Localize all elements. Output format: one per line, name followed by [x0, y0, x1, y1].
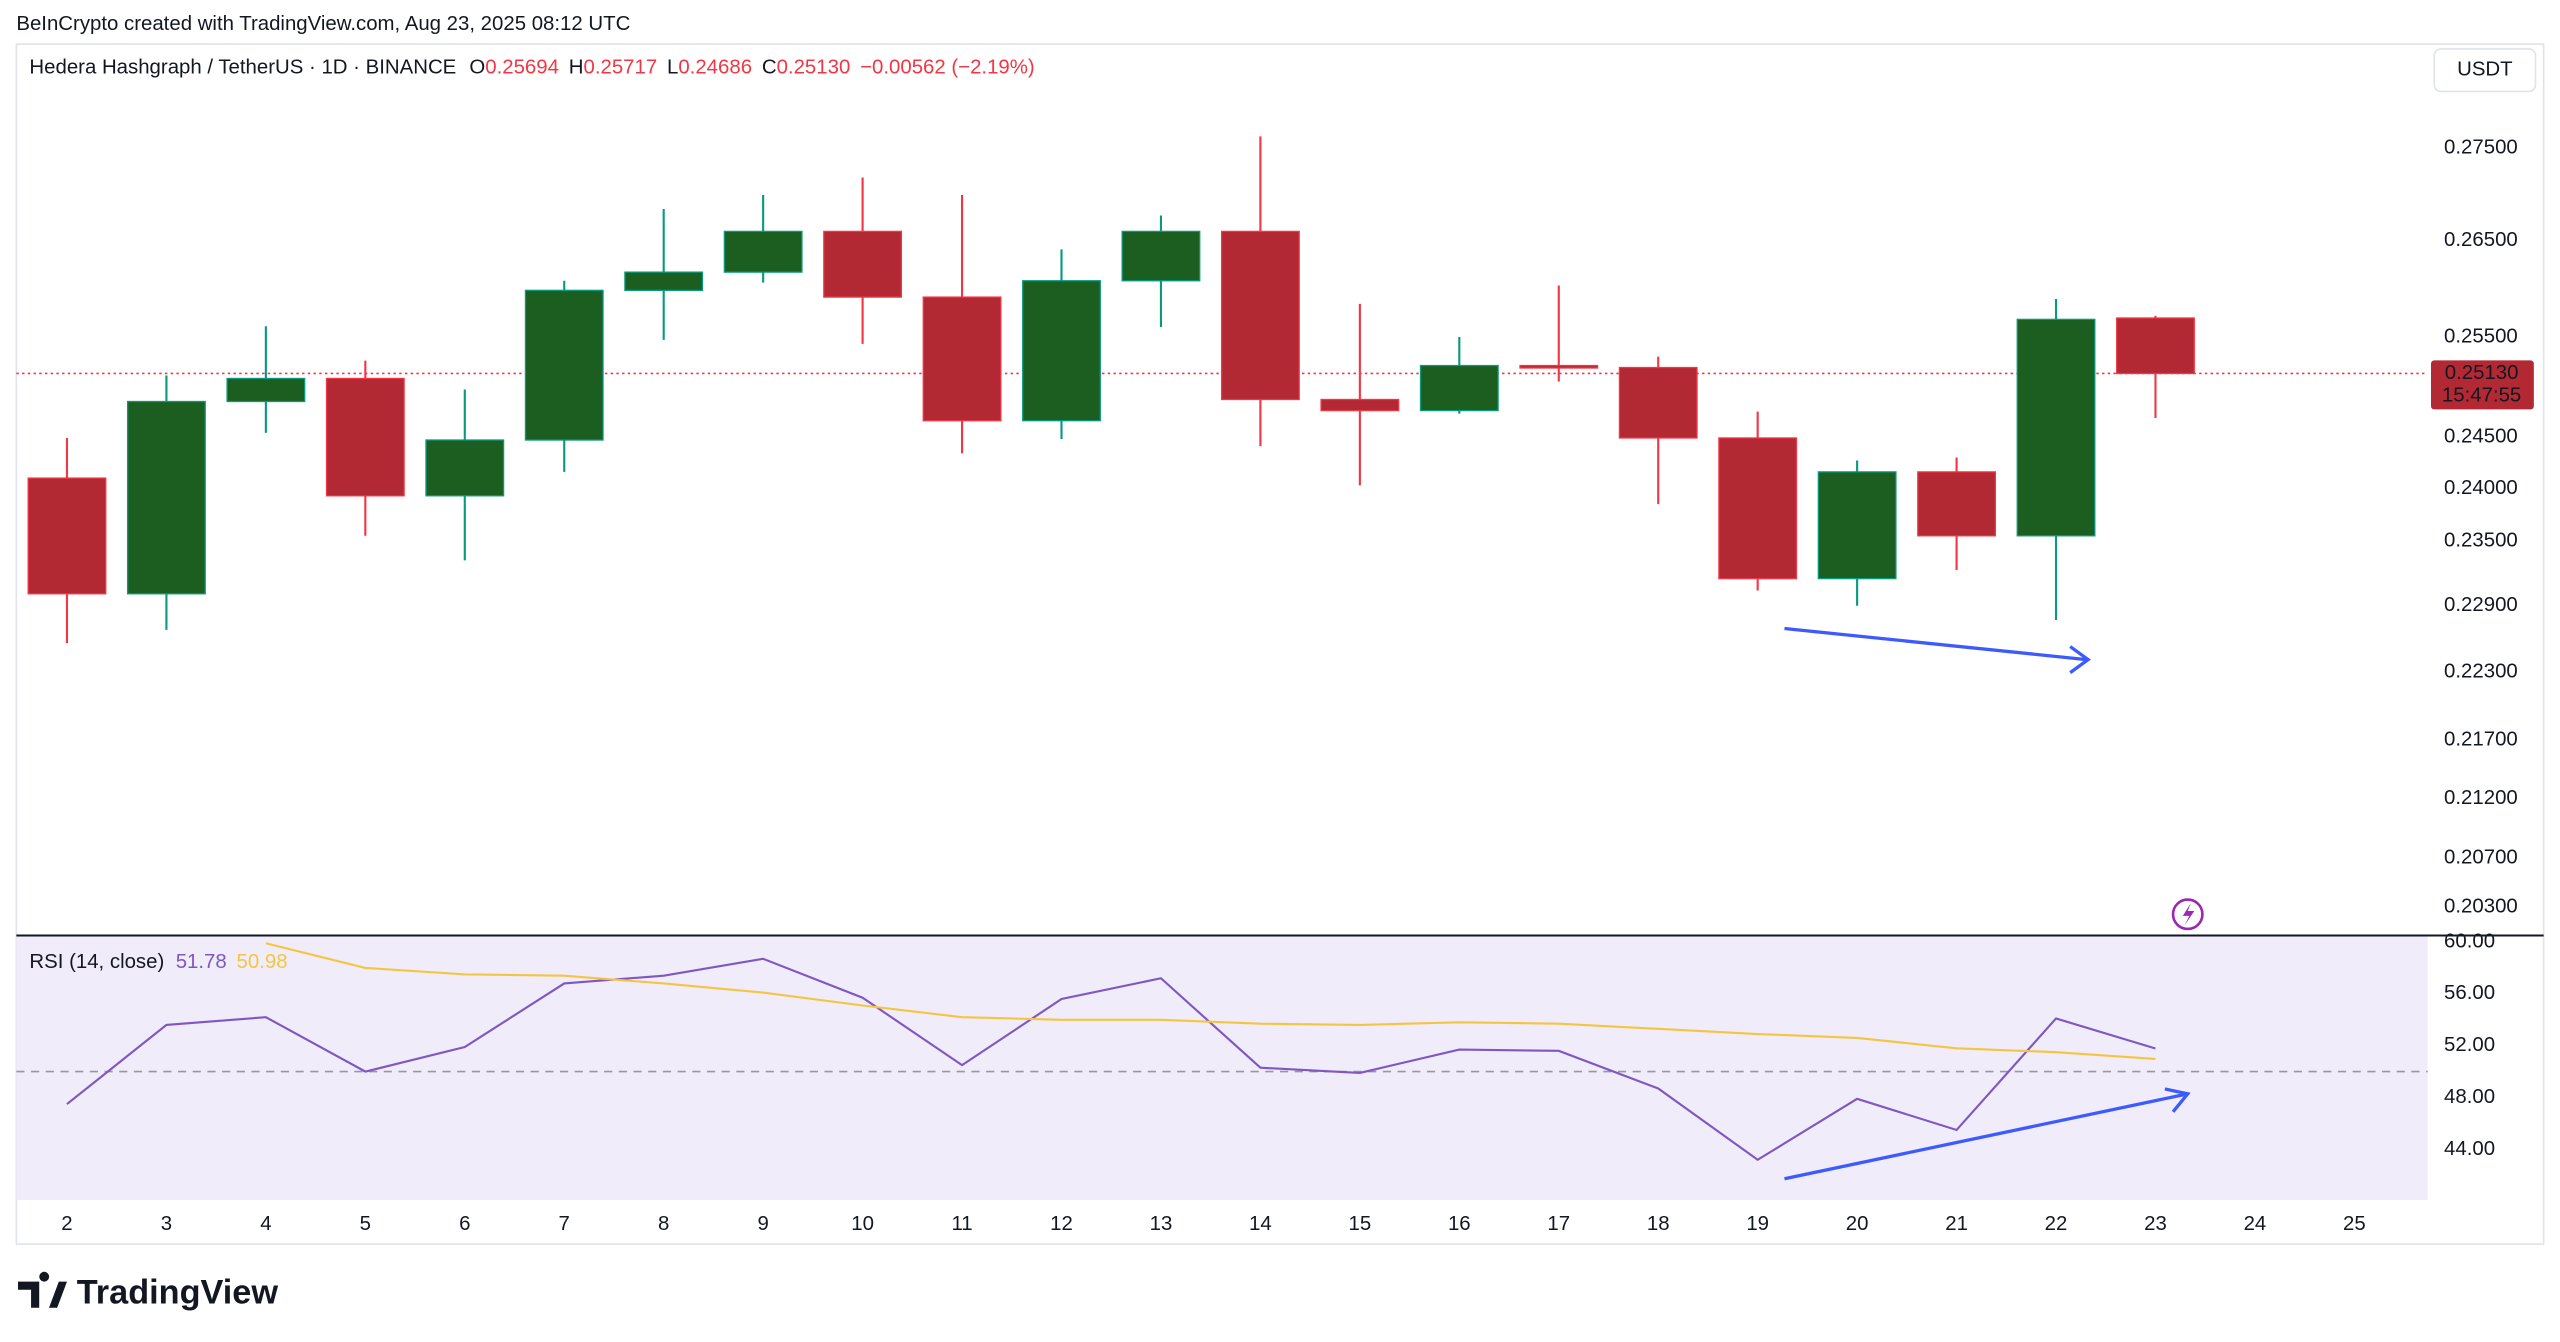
- arrow: [1784, 626, 2087, 662]
- y-tick-label: 0.21700: [2444, 729, 2518, 751]
- x-tick-label: 22: [2045, 1213, 2068, 1235]
- x-tick-label: 16: [1448, 1213, 1471, 1235]
- high-value: 0.25717: [583, 57, 657, 79]
- open-value: 0.25694: [485, 57, 559, 79]
- arrow: [1784, 1092, 2189, 1181]
- candle-body: [27, 477, 107, 595]
- y-tick-label: 52.00: [2444, 1034, 2495, 1056]
- candle-body: [1519, 364, 1599, 369]
- candle-body: [524, 289, 604, 441]
- candle-body: [2116, 317, 2195, 375]
- x-tick-label: 9: [757, 1213, 768, 1235]
- currency[interactable]: USDT: [2457, 59, 2513, 81]
- x-tick-label: 15: [1349, 1213, 1372, 1235]
- logo: TradingView: [17, 1271, 279, 1312]
- y-tick-label: 0.22900: [2444, 594, 2518, 616]
- x-tick-label: 3: [161, 1213, 172, 1235]
- ohlc-label: H: [569, 57, 584, 79]
- y-tick-label: 60.00: [2444, 930, 2495, 952]
- y-tick-label: 0.22300: [2444, 661, 2518, 683]
- x-tick-label: 2: [61, 1213, 72, 1235]
- x-tick-label: 7: [559, 1213, 570, 1235]
- x-tick-label: 25: [2343, 1213, 2366, 1235]
- y-tick-label: 0.25500: [2444, 325, 2518, 347]
- brand: TradingView: [77, 1274, 279, 1312]
- rsi-title: RSI (14, close): [29, 952, 164, 974]
- y-tick-label: 0.27500: [2444, 137, 2518, 159]
- x-tick-label: 23: [2144, 1213, 2167, 1235]
- credit: BeInCrypto created with TradingView.com,…: [16, 13, 630, 35]
- x-tick-label: 6: [459, 1213, 470, 1235]
- y-tick-label: 0.24000: [2444, 477, 2518, 499]
- chart-header: Hedera Hashgraph / TetherUS · 1D · BINAN…: [29, 57, 1034, 79]
- arrow-head: [2069, 645, 2091, 674]
- candle-body: [425, 439, 505, 497]
- candle-body: [1022, 280, 1101, 422]
- x-tick-label: 4: [260, 1213, 271, 1235]
- low-value: 0.24686: [678, 57, 752, 79]
- x-tick-label: 8: [658, 1213, 669, 1235]
- last-price-label: 0.25130: [2445, 362, 2519, 384]
- x-tick-label: 10: [851, 1213, 874, 1235]
- candle-body: [1917, 471, 1997, 537]
- candle-body: [1121, 230, 1201, 282]
- logo-mark: [17, 1271, 67, 1308]
- rsi-value: 51.78: [176, 952, 227, 974]
- candle-body: [1320, 398, 1400, 412]
- y-tick-label: 0.20300: [2444, 895, 2518, 917]
- candle-body: [2016, 318, 2096, 537]
- y-tick-label: 0.21200: [2444, 787, 2518, 809]
- x-tick-label: 18: [1647, 1213, 1670, 1235]
- ohlc-label: O: [469, 57, 485, 79]
- candle-body: [1220, 230, 1300, 401]
- change-value: −0.00562 (−2.19%): [860, 57, 1035, 79]
- close-value: 0.25130: [777, 57, 851, 79]
- candle-body: [723, 230, 803, 273]
- x-tick-label: 21: [1945, 1213, 1968, 1235]
- last-price-box: [2430, 360, 2534, 410]
- rsi-ma-value: 50.98: [237, 952, 288, 974]
- chart-title: Hedera Hashgraph / TetherUS · 1D · BINAN…: [29, 57, 456, 79]
- candle-body: [126, 400, 206, 595]
- candle-body: [922, 296, 1002, 422]
- countdown: 15:47:55: [2442, 385, 2521, 407]
- candle-body: [1817, 471, 1897, 580]
- x-tick-label: 20: [1846, 1213, 1869, 1235]
- rsi-legend: RSI (14, close) 51.78 50.98: [29, 952, 287, 974]
- x-tick-label: 17: [1547, 1213, 1570, 1235]
- x-tick-label: 14: [1249, 1213, 1272, 1235]
- candle-body: [325, 377, 405, 497]
- ohlc-label: L: [667, 57, 678, 79]
- rsi-line: [265, 942, 2156, 1060]
- rsi-background: [16, 935, 2428, 1200]
- y-tick-label: 0.20700: [2444, 847, 2518, 869]
- x-tick-label: 19: [1746, 1213, 1769, 1235]
- x-tick-label: 11: [951, 1213, 972, 1235]
- candle-body: [823, 230, 903, 298]
- annotations: [1784, 626, 2204, 1181]
- rsi-line: [66, 957, 2156, 1162]
- y-tick-label: 0.23500: [2444, 530, 2518, 552]
- y-tick-label: 0.24500: [2444, 425, 2518, 447]
- candle-body: [1618, 366, 1698, 439]
- y-tick-label: 48.00: [2444, 1086, 2495, 1108]
- candle-body: [624, 271, 704, 291]
- candle-body: [226, 377, 306, 403]
- x-tick-label: 5: [360, 1213, 371, 1235]
- x-tick-label: 13: [1150, 1213, 1173, 1235]
- x-tick-label: 12: [1050, 1213, 1073, 1235]
- candle-body: [1718, 437, 1798, 580]
- y-tick-label: 0.26500: [2444, 229, 2518, 251]
- y-tick-label: 44.00: [2444, 1138, 2495, 1160]
- candle-body: [1419, 364, 1499, 412]
- arrow-head: [2164, 1087, 2191, 1113]
- currency-button[interactable]: [2433, 48, 2537, 93]
- x-tick-label: 24: [2244, 1213, 2267, 1235]
- y-tick-label: 56.00: [2444, 982, 2495, 1004]
- ohlc-label: C: [762, 57, 777, 79]
- event-bolt: [2182, 902, 2195, 926]
- frame: [15, 43, 2545, 1245]
